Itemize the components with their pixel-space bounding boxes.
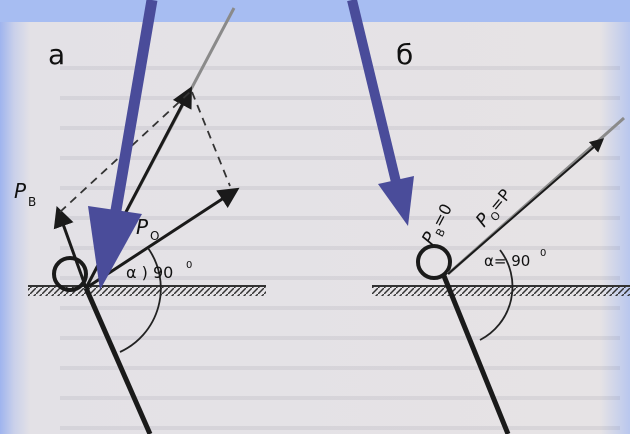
panel-b-ring	[416, 244, 452, 280]
pointer-arrow-b-head	[378, 176, 414, 226]
panel-a-angle-label: α ) 90	[126, 263, 173, 282]
pointer-arrow-a-head	[88, 206, 142, 290]
panel-a-post	[83, 286, 153, 434]
panel-a-po-sub: O	[150, 229, 159, 243]
pointer-arrows	[88, 0, 414, 290]
panel-b-force-arrow	[447, 138, 605, 275]
panel-b-po-eq: =P	[485, 185, 515, 215]
panel-b-pb-eq: =0	[428, 200, 456, 230]
panel-a-pb-label: P	[14, 179, 27, 203]
panel-a-dash-2	[191, 91, 231, 187]
panel-a-letter: а	[48, 38, 65, 71]
panel-a-po-arrow	[85, 187, 240, 290]
top-band	[0, 0, 630, 22]
pointer-arrow-a-shaft	[108, 0, 158, 223]
panel-a-ground-hatch	[28, 286, 266, 296]
panel-a-ring	[52, 256, 88, 292]
panel-b: б P B =0 P O =P α= 90 0	[372, 38, 630, 434]
panel-a-angle-arc	[119, 247, 162, 353]
panel-a-pb-sub: B	[28, 195, 36, 209]
panel-b-angle-arc	[479, 249, 514, 341]
panel-a-po-label: P	[136, 215, 149, 239]
panel-b-letter: б	[396, 38, 413, 71]
panel-b-post	[441, 275, 511, 434]
pointer-arrow-b-shaft	[347, 0, 401, 184]
panel-a-angle-deg: 0	[186, 260, 192, 271]
panel-b-angle-label: α= 90	[484, 252, 530, 270]
panel-a-pb-arrow	[53, 206, 88, 289]
background-text-ghost	[60, 40, 620, 430]
panel-b-ground-hatch	[372, 286, 630, 296]
panel-b-angle-deg: 0	[540, 248, 546, 259]
